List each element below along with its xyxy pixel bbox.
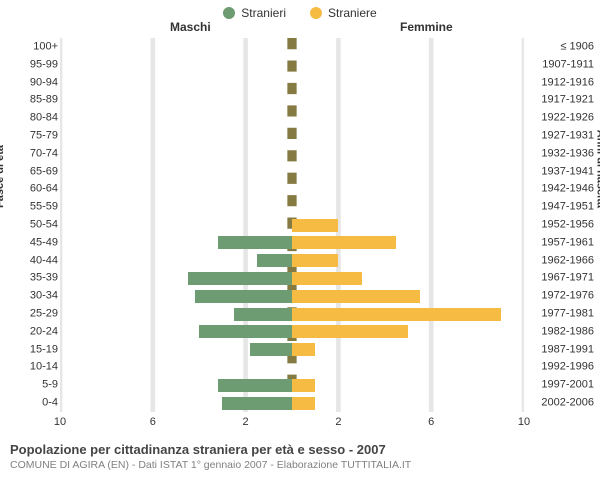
age-label: 0-4 [6,398,58,409]
bar-female [292,236,396,249]
age-label: 25-29 [6,309,58,320]
age-label: 50-54 [6,220,58,231]
caption: Popolazione per cittadinanza straniera p… [0,438,600,471]
legend-item-stranieri: Stranieri [223,6,286,20]
birth-label: 1907-1911 [528,59,594,70]
age-label: 80-84 [6,113,58,124]
legend-label-straniere: Straniere [328,6,377,20]
birth-label: 1997-2001 [528,380,594,391]
swatch-stranieri [223,7,235,19]
header-femmine: Femmine [400,20,453,34]
bar-male [257,254,292,267]
birth-label: 1972-1976 [528,291,594,302]
bar-female [292,272,362,285]
birth-label: 1947-1951 [528,202,594,213]
x-tick: 10 [54,416,66,428]
birth-label: 1992-1996 [528,362,594,373]
bar-male [222,397,292,410]
birth-label: 1917-1921 [528,95,594,106]
birth-label: 1922-1926 [528,113,594,124]
birth-label: 1937-1941 [528,166,594,177]
y-labels-birth: ≤ 1906 1907-1911 1912-1916 1917-1921 1922-19… [528,38,594,412]
x-tick: 6 [150,416,156,428]
bar-male [218,379,292,392]
swatch-straniere [310,7,322,19]
bar-female [292,254,338,267]
birth-label: 1967-1971 [528,273,594,284]
birth-label: ≤ 1906 [528,41,594,52]
pyramid-chart [60,38,524,412]
x-tick: 2 [243,416,249,428]
bar-male [218,236,292,249]
caption-subtitle: COMUNE DI AGIRA (EN) - Dati ISTAT 1° gen… [10,459,590,471]
age-label: 10-14 [6,362,58,373]
birth-label: 2002-2006 [528,398,594,409]
legend: Stranieri Straniere [0,0,600,20]
bar-female [292,397,315,410]
bar-male [234,308,292,321]
x-tick: 10 [518,416,530,428]
age-label: 40-44 [6,255,58,266]
bar-male [199,325,292,338]
age-label: 60-64 [6,184,58,195]
birth-label: 1952-1956 [528,220,594,231]
header-maschi: Maschi [170,20,211,34]
plot-area: Fasce di età Anni di nascita 100+95-9990… [0,38,600,438]
bar-female [292,325,408,338]
y-labels-age: 100+ 95-99 90-94 85-89 80-84 75-79 70-74 65-69 6… [6,38,58,412]
age-label: 35-39 [6,273,58,284]
bar-male [250,343,292,356]
age-label: 75-79 [6,130,58,141]
y-axis-title-right: Anni di nascita [594,130,600,208]
age-label: 55-59 [6,202,58,213]
age-label: 45-49 [6,237,58,248]
column-headers: Maschi Femmine [0,20,600,38]
age-label: 85-89 [6,95,58,106]
birth-label: 1977-1981 [528,309,594,320]
age-label: 15-19 [6,344,58,355]
birth-label: 1987-1991 [528,344,594,355]
birth-label: 1982-1986 [528,326,594,337]
birth-label: 1927-1931 [528,130,594,141]
legend-label-stranieri: Stranieri [241,6,286,20]
age-label: 70-74 [6,148,58,159]
bar-female [292,219,338,232]
x-tick: 6 [428,416,434,428]
x-axis: 10622610 [60,412,524,438]
age-label: 90-94 [6,77,58,88]
bars-female [292,38,524,412]
age-label: 100+ [6,41,58,52]
bar-female [292,379,315,392]
age-label: 95-99 [6,59,58,70]
bars-male [60,38,292,412]
bar-female [292,343,315,356]
birth-label: 1962-1966 [528,255,594,266]
bar-female [292,290,420,303]
birth-label: 1932-1936 [528,148,594,159]
chart-container: Stranieri Straniere Maschi Femmine Fasce… [0,0,600,500]
birth-label: 1912-1916 [528,77,594,88]
birth-label: 1942-1946 [528,184,594,195]
bar-female [292,308,501,321]
bar-male [188,272,292,285]
caption-title: Popolazione per cittadinanza straniera p… [10,442,590,457]
legend-item-straniere: Straniere [310,6,377,20]
age-label: 65-69 [6,166,58,177]
bar-male [195,290,292,303]
birth-label: 1957-1961 [528,237,594,248]
age-label: 5-9 [6,380,58,391]
age-label: 30-34 [6,291,58,302]
age-label: 20-24 [6,326,58,337]
x-tick: 2 [335,416,341,428]
